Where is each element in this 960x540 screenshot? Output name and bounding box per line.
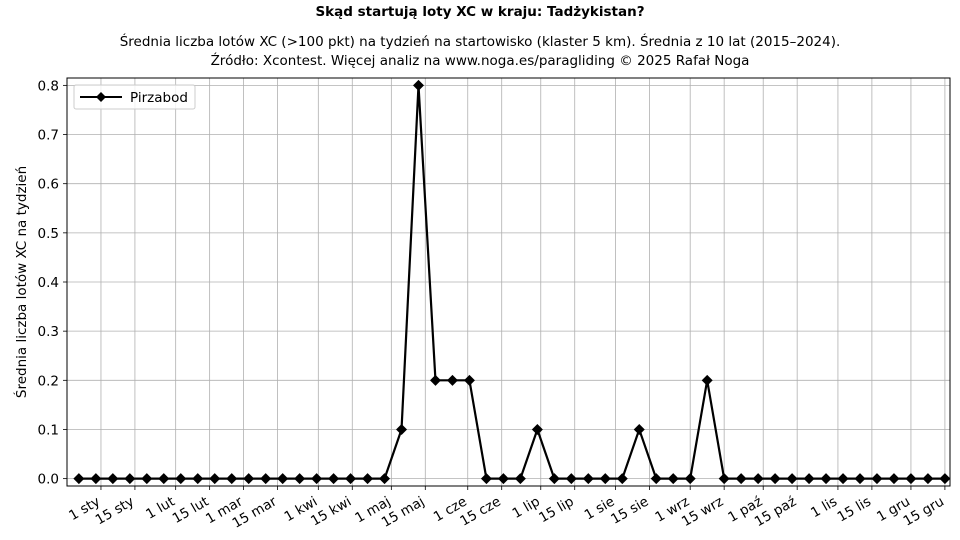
y-tick-label: 0.5 — [38, 226, 59, 242]
chart-title: Skąd startują loty XC w kraju: Tadżykist… — [315, 4, 644, 20]
data-point — [90, 473, 102, 485]
x-tick-label: 15 lip — [536, 494, 577, 527]
legend-box — [73, 84, 196, 110]
data-point — [226, 473, 238, 485]
data-point — [107, 473, 119, 485]
data-point — [582, 473, 594, 485]
data-point — [328, 473, 340, 485]
x-tick-label: 15 sty — [93, 494, 137, 529]
data-point — [565, 473, 577, 485]
data-point — [888, 473, 900, 485]
data-point — [209, 473, 221, 485]
y-tick-label: 0.6 — [38, 177, 59, 193]
data-point — [616, 473, 628, 485]
data-point — [820, 473, 832, 485]
data-point — [752, 473, 764, 485]
data-point — [531, 423, 543, 435]
y-tick-label: 0.0 — [38, 472, 59, 488]
data-point — [277, 473, 289, 485]
y-tick-label: 0.8 — [38, 78, 59, 94]
data-point — [446, 374, 458, 386]
data-point — [718, 473, 730, 485]
y-axis-label: Średnia liczba lotów XC na tydzień — [12, 166, 30, 398]
data-point — [684, 473, 696, 485]
data-point — [396, 423, 408, 435]
data-point — [362, 473, 374, 485]
data-point — [124, 473, 136, 485]
data-point — [667, 473, 679, 485]
legend: Pirzabod — [73, 84, 196, 110]
series-line-pirzabod — [78, 84, 945, 480]
data-point — [854, 473, 866, 485]
data-point — [141, 473, 153, 485]
grid — [67, 78, 950, 486]
data-point — [480, 473, 492, 485]
y-tick-label: 0.3 — [38, 324, 59, 340]
data-point — [599, 473, 611, 485]
chart-subtitle-line-2: Źródło: Xcontest. Więcej analiz na www.n… — [211, 51, 750, 69]
y-tick-label: 0.4 — [38, 275, 59, 291]
y-tick-label: 0.7 — [38, 128, 59, 144]
data-point — [633, 423, 645, 435]
y-tick-label: 0.1 — [38, 422, 59, 438]
data-point — [803, 473, 815, 485]
x-tick-label: 1 lip — [510, 494, 543, 522]
data-point — [786, 473, 798, 485]
y-axis: 0.0 0.1 0.2 0.3 0.4 0.5 0.6 0.7 0.8 — [38, 78, 67, 488]
y-tick-label: 0.2 — [38, 373, 59, 389]
data-point — [192, 473, 204, 485]
data-point — [345, 473, 357, 485]
series-layer — [73, 79, 951, 485]
data-point — [548, 473, 560, 485]
data-point — [922, 473, 934, 485]
legend-marker-diamond — [96, 92, 106, 102]
data-point — [413, 79, 425, 91]
chart-subtitle-line-1: Średnia liczba lotów XC (>100 pkt) na ty… — [120, 32, 841, 50]
data-point — [260, 473, 272, 485]
x-tick-label: 1 lis — [808, 494, 840, 522]
x-tick-label: 15 sie — [608, 494, 651, 528]
x-tick-label: 15 lut — [170, 494, 212, 527]
data-point — [650, 473, 662, 485]
x-tick-label: 15 lis — [835, 494, 874, 526]
data-point — [73, 473, 85, 485]
data-point — [837, 473, 849, 485]
data-point — [905, 473, 917, 485]
data-point — [939, 473, 951, 485]
data-point — [158, 473, 170, 485]
data-point — [463, 374, 475, 386]
data-point — [429, 374, 441, 386]
data-point — [769, 473, 781, 485]
data-point — [311, 473, 323, 485]
legend-series-name: Pirzabod — [130, 90, 188, 106]
data-point — [379, 473, 391, 485]
data-point — [497, 473, 509, 485]
data-point — [243, 473, 255, 485]
data-point — [735, 473, 747, 485]
data-point — [701, 374, 713, 386]
data-point — [514, 473, 526, 485]
data-point — [294, 473, 306, 485]
data-point — [175, 473, 187, 485]
data-point — [871, 473, 883, 485]
